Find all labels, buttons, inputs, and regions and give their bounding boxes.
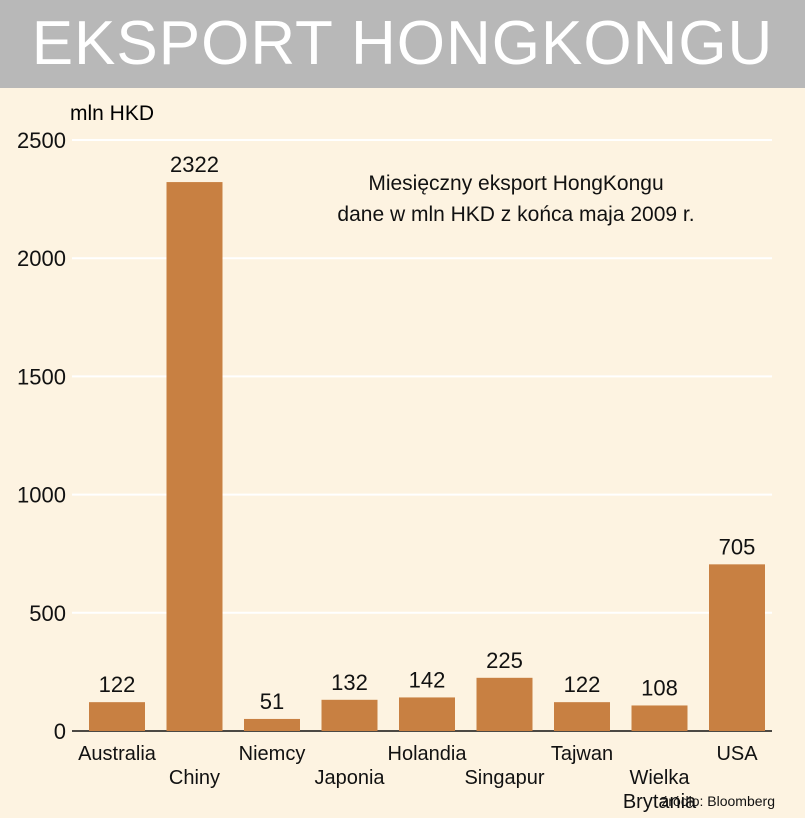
- category-label: Singapur: [464, 767, 544, 789]
- data-label: 51: [260, 689, 284, 714]
- data-label: 142: [409, 667, 446, 692]
- title-band: [0, 0, 805, 88]
- annotation-line: Miesięczny eksport HongKongu: [368, 172, 663, 195]
- category-label: Australia: [78, 743, 157, 765]
- bar: [166, 182, 223, 731]
- bar: [321, 699, 378, 731]
- data-label: 122: [564, 672, 601, 697]
- bar: [554, 702, 610, 731]
- category-labels: Australia Chiny Niemcy JaponiaHolandiaSinga…: [78, 743, 758, 813]
- y-tick-label: 1500: [17, 364, 66, 389]
- category-label: Chiny: [169, 767, 220, 789]
- y-tick-label: 2000: [17, 246, 66, 271]
- bar: [476, 677, 533, 731]
- chart-annotation: Miesięczny eksport HongKongu dane w mln H…: [337, 172, 694, 226]
- y-axis-label: mln HKD: [70, 102, 154, 125]
- data-label: 705: [719, 534, 756, 559]
- y-tick-label: 1000: [17, 483, 66, 508]
- bar: [709, 564, 765, 731]
- data-label: 122: [99, 672, 136, 697]
- source-note: źródło: Bloomberg: [661, 793, 775, 809]
- data-label: 108: [641, 675, 678, 700]
- annotation-line: dane w mln HKD z końca maja 2009 r.: [337, 203, 694, 226]
- bar: [631, 705, 688, 731]
- data-labels: 122 2322 51 132 142 225 122 108 705: [99, 152, 756, 714]
- y-tick-label: 0: [54, 719, 66, 744]
- bar: [244, 718, 300, 731]
- data-label: 132: [331, 670, 368, 695]
- category-label: USA: [716, 743, 758, 765]
- bar: [89, 702, 145, 731]
- data-label: 2322: [170, 152, 219, 177]
- category-label: Niemcy: [239, 743, 306, 765]
- category-label: Wielka: [629, 767, 690, 789]
- category-label: Brytania: [623, 791, 697, 813]
- y-axis: 0 500 1000 1500 2000 2500: [17, 128, 772, 744]
- y-tick-label: 2500: [17, 128, 66, 153]
- bar: [399, 697, 455, 731]
- category-label: Holandia: [388, 743, 468, 765]
- category-label: Tajwan: [551, 743, 613, 765]
- data-label: 225: [486, 648, 523, 673]
- y-tick-label: 500: [29, 601, 66, 626]
- bars: [89, 182, 765, 731]
- category-label: Japonia: [314, 767, 385, 789]
- chart-title: EKSPORT HONGKONGU: [31, 9, 774, 78]
